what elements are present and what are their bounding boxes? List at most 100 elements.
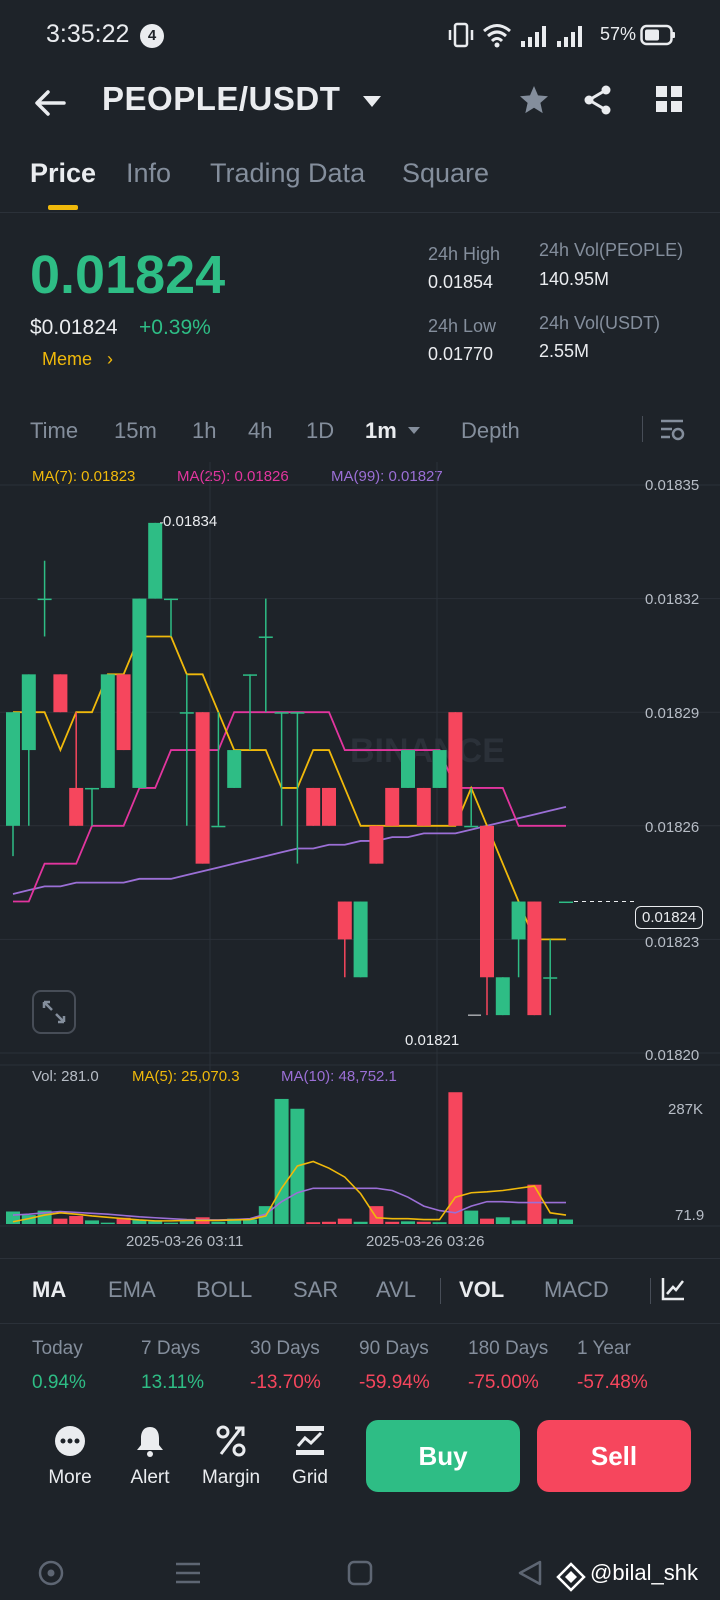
tab-square[interactable]: Square [402,158,490,188]
vol-base-24h-label: 24h Vol(PEOPLE) [539,240,684,260]
wifi-icon [483,24,511,48]
candle-body [369,825,384,864]
low-marker-label: 0.01821 [405,1032,460,1049]
indicator-ma[interactable]: MA [32,1277,67,1302]
candle-body [37,598,52,601]
chart-settings-icon[interactable] [658,416,686,444]
interval-1m-selected[interactable]: 1m [365,418,397,443]
ma99-legend: MA(99): 0.01827 [331,468,443,485]
vol-base-24h-value: 140.95M [539,269,610,289]
indicator-boll[interactable]: BOLL [196,1277,253,1302]
volume-bar [416,1221,431,1224]
candle-body [6,712,20,826]
date-tick: 2025-03-26 03:11 [126,1233,244,1250]
perf-value: -75.00% [468,1372,539,1393]
candlestick-chart[interactable]: BINANCE [0,458,720,1248]
volume-bar [243,1219,257,1224]
volume-bar [432,1222,447,1224]
volume-bar [179,1220,194,1224]
signal-icon-2 [557,26,582,47]
volume-bar [385,1221,400,1224]
pair-title[interactable]: PEOPLE/USDT [102,80,341,117]
candle-body [100,674,115,788]
candle-body [274,712,289,714]
home-nav-icon[interactable] [346,1559,374,1587]
interval-time[interactable]: Time [30,418,79,443]
candle-body [559,901,573,904]
candle-body [432,750,447,788]
interval-15m[interactable]: 15m [114,418,157,443]
category-tag[interactable]: Meme › [42,349,113,370]
interval-4h[interactable]: 4h [248,418,273,443]
candle-body [21,674,36,751]
candle-body [164,598,178,601]
grid-button[interactable]: Grid [280,1420,340,1494]
grid-menu-icon[interactable] [654,84,684,114]
tab-trading-data[interactable]: Trading Data [210,158,366,188]
divider [440,1278,441,1304]
interval-dropdown-caret-icon[interactable] [408,427,420,434]
high-24h-value: 0.01854 [428,272,494,292]
back-nav-icon[interactable] [516,1558,546,1588]
indicator-avl[interactable]: AVL [376,1277,416,1302]
ma25-line [13,711,566,903]
volume-bar [559,1219,573,1224]
indicator-settings-icon[interactable] [660,1276,686,1302]
volume-bar [306,1222,321,1224]
back-arrow-icon[interactable] [30,82,72,124]
volume-bar [480,1218,494,1224]
alert-button[interactable]: Alert [120,1420,180,1494]
vol-ma5-legend: MA(5): 25,070.3 [132,1068,240,1085]
assistant-nav-icon[interactable] [36,1558,66,1588]
pair-dropdown-caret-icon[interactable] [363,96,381,107]
indicator-macd[interactable]: MACD [544,1277,609,1302]
perf-label: 1 Year [577,1338,631,1359]
status-clock: 3:35:22 [46,20,130,48]
notification-badge: 4 [140,24,164,48]
candle-body [148,522,163,599]
price-change-percent: +0.39% [139,316,211,339]
perf-value: -13.70% [250,1372,321,1393]
volume-bar [148,1221,163,1224]
volume-bar [527,1184,542,1224]
signal-icon-1 [521,26,546,47]
current-price-label: 0.01824 [635,906,704,929]
tab-price[interactable]: Price [30,158,97,188]
indicator-vol[interactable]: VOL [459,1277,505,1302]
interval-1h[interactable]: 1h [192,418,217,443]
vol-ma5-line [12,1160,567,1223]
sell-button[interactable]: Sell [537,1420,691,1492]
margin-button[interactable]: Margin [196,1420,266,1494]
volume-axis-top: 287K [668,1101,704,1118]
buy-button[interactable]: Buy [366,1420,520,1492]
volume-bar [322,1221,336,1224]
volume-bar [116,1217,131,1224]
tab-info[interactable]: Info [126,158,172,188]
menu-nav-icon[interactable] [174,1560,202,1586]
high-marker-label: 0.01834 [163,513,218,530]
indicator-sar[interactable]: SAR [293,1277,339,1302]
chart-grid [0,462,720,1227]
favorite-star-icon[interactable] [518,84,550,116]
watermark-logo-icon [556,1562,586,1592]
fullscreen-expand-icon[interactable] [32,990,76,1034]
volume-bar [132,1219,147,1224]
chevron-right-icon: › [107,349,114,369]
depth-tab[interactable]: Depth [461,418,520,443]
candle-body [243,674,257,676]
volume-bar [6,1211,20,1224]
candle-body [385,787,400,826]
perf-value: 13.11% [141,1372,205,1393]
status-bar: 3:35:22 4 57% [0,0,720,72]
price-tick: 0.01829 [645,705,700,722]
volume-bar [369,1206,384,1224]
high-24h-label: 24h High [428,244,501,264]
candle-body [85,787,99,790]
volume-bar [401,1221,415,1224]
indicator-ema[interactable]: EMA [108,1277,156,1302]
interval-1d[interactable]: 1D [306,418,335,443]
candle-body [401,750,415,788]
share-icon[interactable] [582,84,614,116]
more-button[interactable]: More [40,1420,100,1494]
volume-bar [69,1215,84,1224]
